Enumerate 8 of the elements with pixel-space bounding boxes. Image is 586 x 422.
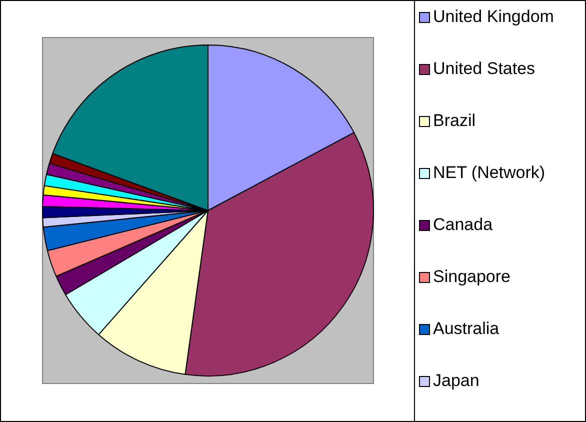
legend-label: NET (Network) <box>433 163 546 183</box>
legend-label: United States <box>433 59 536 79</box>
legend-label: Canada <box>433 215 493 235</box>
legend-label: Japan <box>433 371 480 391</box>
legend-label: Australia <box>433 319 500 339</box>
legend-label: Brazil <box>433 111 476 131</box>
legend-label: United Kingdom <box>433 7 554 27</box>
legend-label: Singapore <box>433 267 511 287</box>
